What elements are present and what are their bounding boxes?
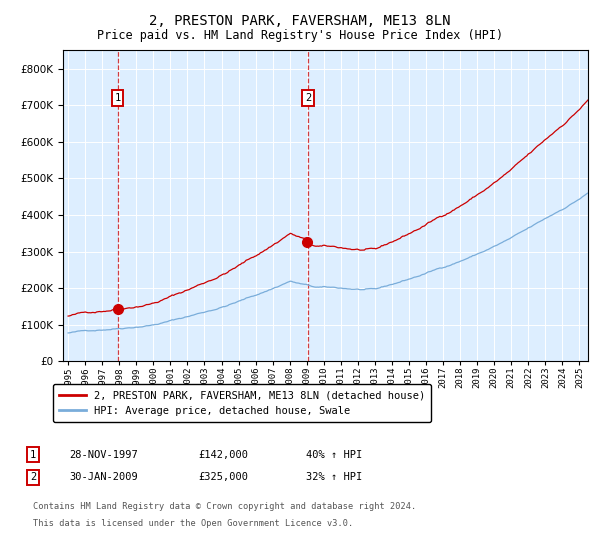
Text: 28-NOV-1997: 28-NOV-1997: [69, 450, 138, 460]
Text: 30-JAN-2009: 30-JAN-2009: [69, 472, 138, 482]
Text: 1: 1: [30, 450, 36, 460]
Text: 40% ↑ HPI: 40% ↑ HPI: [306, 450, 362, 460]
Legend: 2, PRESTON PARK, FAVERSHAM, ME13 8LN (detached house), HPI: Average price, detac: 2, PRESTON PARK, FAVERSHAM, ME13 8LN (de…: [53, 384, 431, 422]
Text: £142,000: £142,000: [198, 450, 248, 460]
Text: 32% ↑ HPI: 32% ↑ HPI: [306, 472, 362, 482]
Text: 1: 1: [115, 93, 121, 103]
Text: £325,000: £325,000: [198, 472, 248, 482]
Text: This data is licensed under the Open Government Licence v3.0.: This data is licensed under the Open Gov…: [33, 519, 353, 528]
Text: 2: 2: [305, 93, 311, 103]
Text: Price paid vs. HM Land Registry's House Price Index (HPI): Price paid vs. HM Land Registry's House …: [97, 29, 503, 42]
Text: 2, PRESTON PARK, FAVERSHAM, ME13 8LN: 2, PRESTON PARK, FAVERSHAM, ME13 8LN: [149, 14, 451, 28]
Text: Contains HM Land Registry data © Crown copyright and database right 2024.: Contains HM Land Registry data © Crown c…: [33, 502, 416, 511]
Text: 2: 2: [30, 472, 36, 482]
